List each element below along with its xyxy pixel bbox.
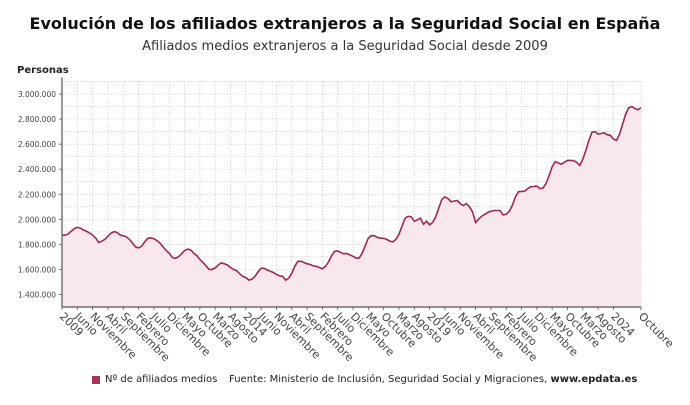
y-tick-label: 2.800.000: [18, 115, 56, 124]
x-tick-label: Octubre: [636, 310, 676, 350]
y-tick-label: 2.600.000: [18, 140, 56, 149]
y-tick-labels: 1.400.000 1.600.000 1.800.000 2.000.000 2.20…: [18, 90, 62, 299]
chart-area: 1.400.000 1.600.000 1.800.000 2.000.000 2.20…: [18, 77, 676, 364]
chart-title: Evolución de los afiliados extranjeros a…: [29, 14, 661, 33]
legend-swatch: [92, 375, 100, 384]
y-tick-label: 1.600.000: [18, 265, 56, 274]
source-text: Fuente: Ministerio de Inclusión, Segurid…: [229, 374, 551, 385]
y-tick-label: 1.400.000: [18, 290, 56, 299]
y-tick-label: 2.000.000: [18, 215, 56, 224]
y-tick-label: 2.200.000: [18, 190, 56, 199]
axes: [61, 77, 641, 308]
legend-label: Nº de afiliados medios: [105, 374, 218, 385]
chart-subtitle: Afiliados medios extranjeros a la Seguri…: [142, 39, 548, 54]
y-tick-label: 3.000.000: [18, 90, 56, 99]
series-area-fill: [62, 106, 641, 307]
y-tick-label: 2.400.000: [18, 165, 56, 174]
y-tick-label: 1.800.000: [18, 240, 56, 249]
source-brand: www.epdata.es: [550, 374, 638, 385]
legend: Nº de afiliados medios: [92, 374, 217, 385]
y-axis-label: Personas: [17, 65, 69, 76]
series-line: [61, 105, 642, 282]
x-tick-labels: 2009JunioNoviembreAbrilSeptiembreFebrero…: [57, 307, 676, 364]
source-note: Fuente: Ministerio de Inclusión, Segurid…: [229, 374, 637, 385]
